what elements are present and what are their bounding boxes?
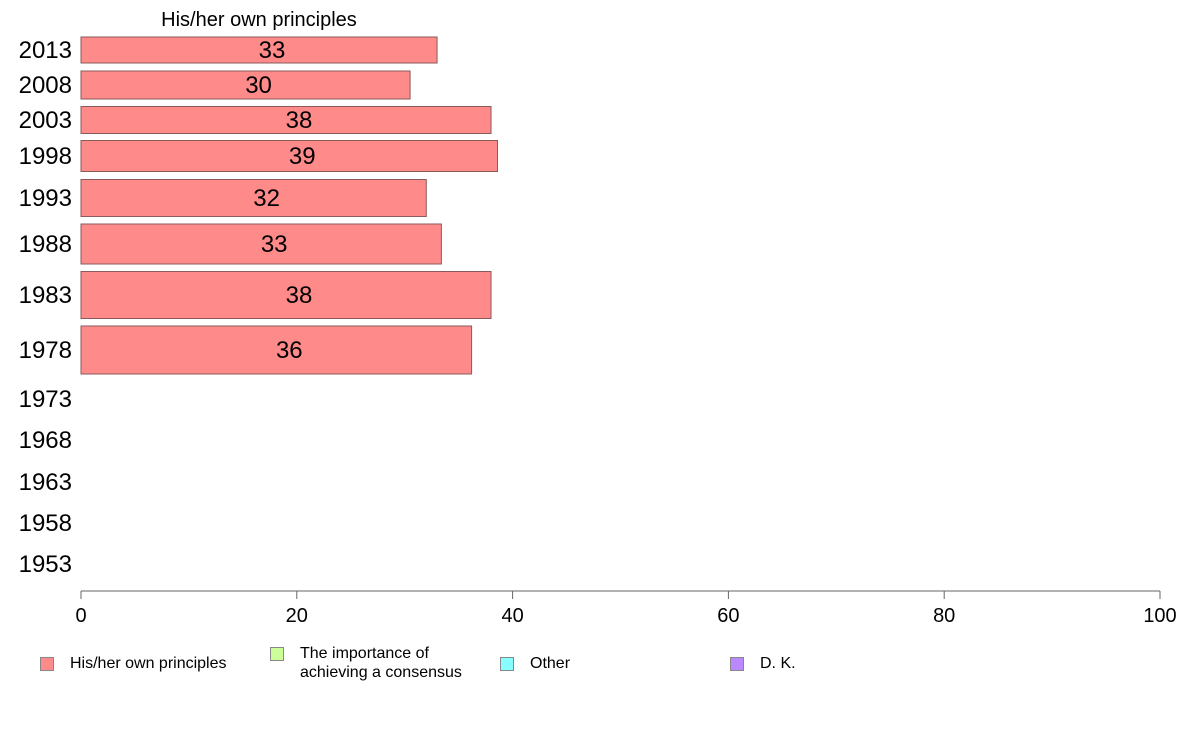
bar-chart: His/her own principles 3330383932333836 … (19, 9, 1177, 627)
year-label-1998: 1998 (19, 143, 72, 170)
year-label-1963: 1963 (19, 469, 72, 496)
legend-swatch-own-principles (40, 657, 54, 671)
bar-2003 (80, 106, 492, 134)
legend-swatch-other (500, 657, 514, 671)
bar-1993 (80, 179, 427, 217)
bar-value-label-1978: 36 (276, 337, 303, 364)
bar-value-label-1993: 32 (253, 185, 280, 212)
year-label-1953: 1953 (19, 551, 72, 578)
year-label-2008: 2008 (19, 72, 72, 99)
year-label-2003: 2003 (19, 107, 72, 134)
x-axis: 0 20 40 60 80 100 (75, 590, 1177, 627)
year-labels: 2013 2008 2003 1998 1993 1988 1983 1978 1973 1968… (19, 37, 72, 578)
bar-2013 (80, 36, 438, 64)
year-label-1993: 1993 (19, 185, 72, 212)
bar-value-label-1983: 38 (286, 282, 313, 309)
legend-label-own-principles: His/her own principles (70, 655, 227, 672)
year-label-2013: 2013 (19, 37, 72, 64)
x-tick-label-40: 40 (501, 605, 523, 627)
bar-2008 (80, 70, 411, 100)
legend-swatch-consensus (270, 647, 284, 661)
legend-item-own-principles: His/her own principles (40, 654, 227, 673)
legend-swatch-dk (730, 657, 744, 671)
legend-label-consensus: The importance of achieving a consensus (300, 645, 462, 681)
bar-1983 (80, 271, 492, 319)
bar-value-label-2013: 33 (259, 37, 286, 64)
bar-value-label-2008: 30 (245, 72, 272, 99)
chart-title: His/her own principles (161, 9, 357, 31)
year-label-1958: 1958 (19, 510, 72, 537)
year-label-1978: 1978 (19, 337, 72, 364)
legend-label-other: Other (530, 655, 571, 672)
x-tick-label-0: 0 (75, 605, 86, 627)
bar-1978 (80, 325, 473, 375)
legend-label-dk: D. K. (760, 655, 796, 672)
legend-item-consensus: The importance of achieving a consensus (270, 644, 462, 682)
year-label-1988: 1988 (19, 231, 72, 258)
legend: His/her own principles The importance of… (0, 644, 1188, 694)
year-label-1983: 1983 (19, 282, 72, 309)
bar-value-label-2003: 38 (286, 107, 313, 134)
x-tick-label-100: 100 (1143, 605, 1176, 627)
legend-item-other: Other (500, 654, 570, 673)
x-tick-label-60: 60 (717, 605, 739, 627)
x-tick-label-20: 20 (286, 605, 308, 627)
bar-value-label-1998: 39 (289, 143, 316, 170)
year-label-1973: 1973 (19, 386, 72, 413)
year-label-1968: 1968 (19, 427, 72, 454)
legend-item-dk: D. K. (730, 654, 796, 673)
bars-group: 33 30 38 39 32 33 38 36 (80, 36, 498, 375)
bar-1998 (80, 140, 498, 172)
bar-value-label-1988: 33 (261, 231, 288, 258)
bar-1988 (80, 223, 442, 265)
x-tick-label-80: 80 (933, 605, 955, 627)
